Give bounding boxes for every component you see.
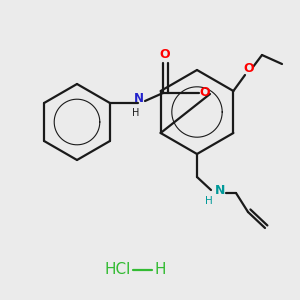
Text: H: H [132,108,140,118]
Text: O: O [244,61,254,74]
Text: H: H [205,196,213,206]
Text: N: N [215,184,225,197]
Text: O: O [200,86,210,100]
Text: N: N [134,92,144,106]
Text: HCl: HCl [105,262,131,278]
Text: O: O [160,47,170,61]
Text: H: H [154,262,166,278]
